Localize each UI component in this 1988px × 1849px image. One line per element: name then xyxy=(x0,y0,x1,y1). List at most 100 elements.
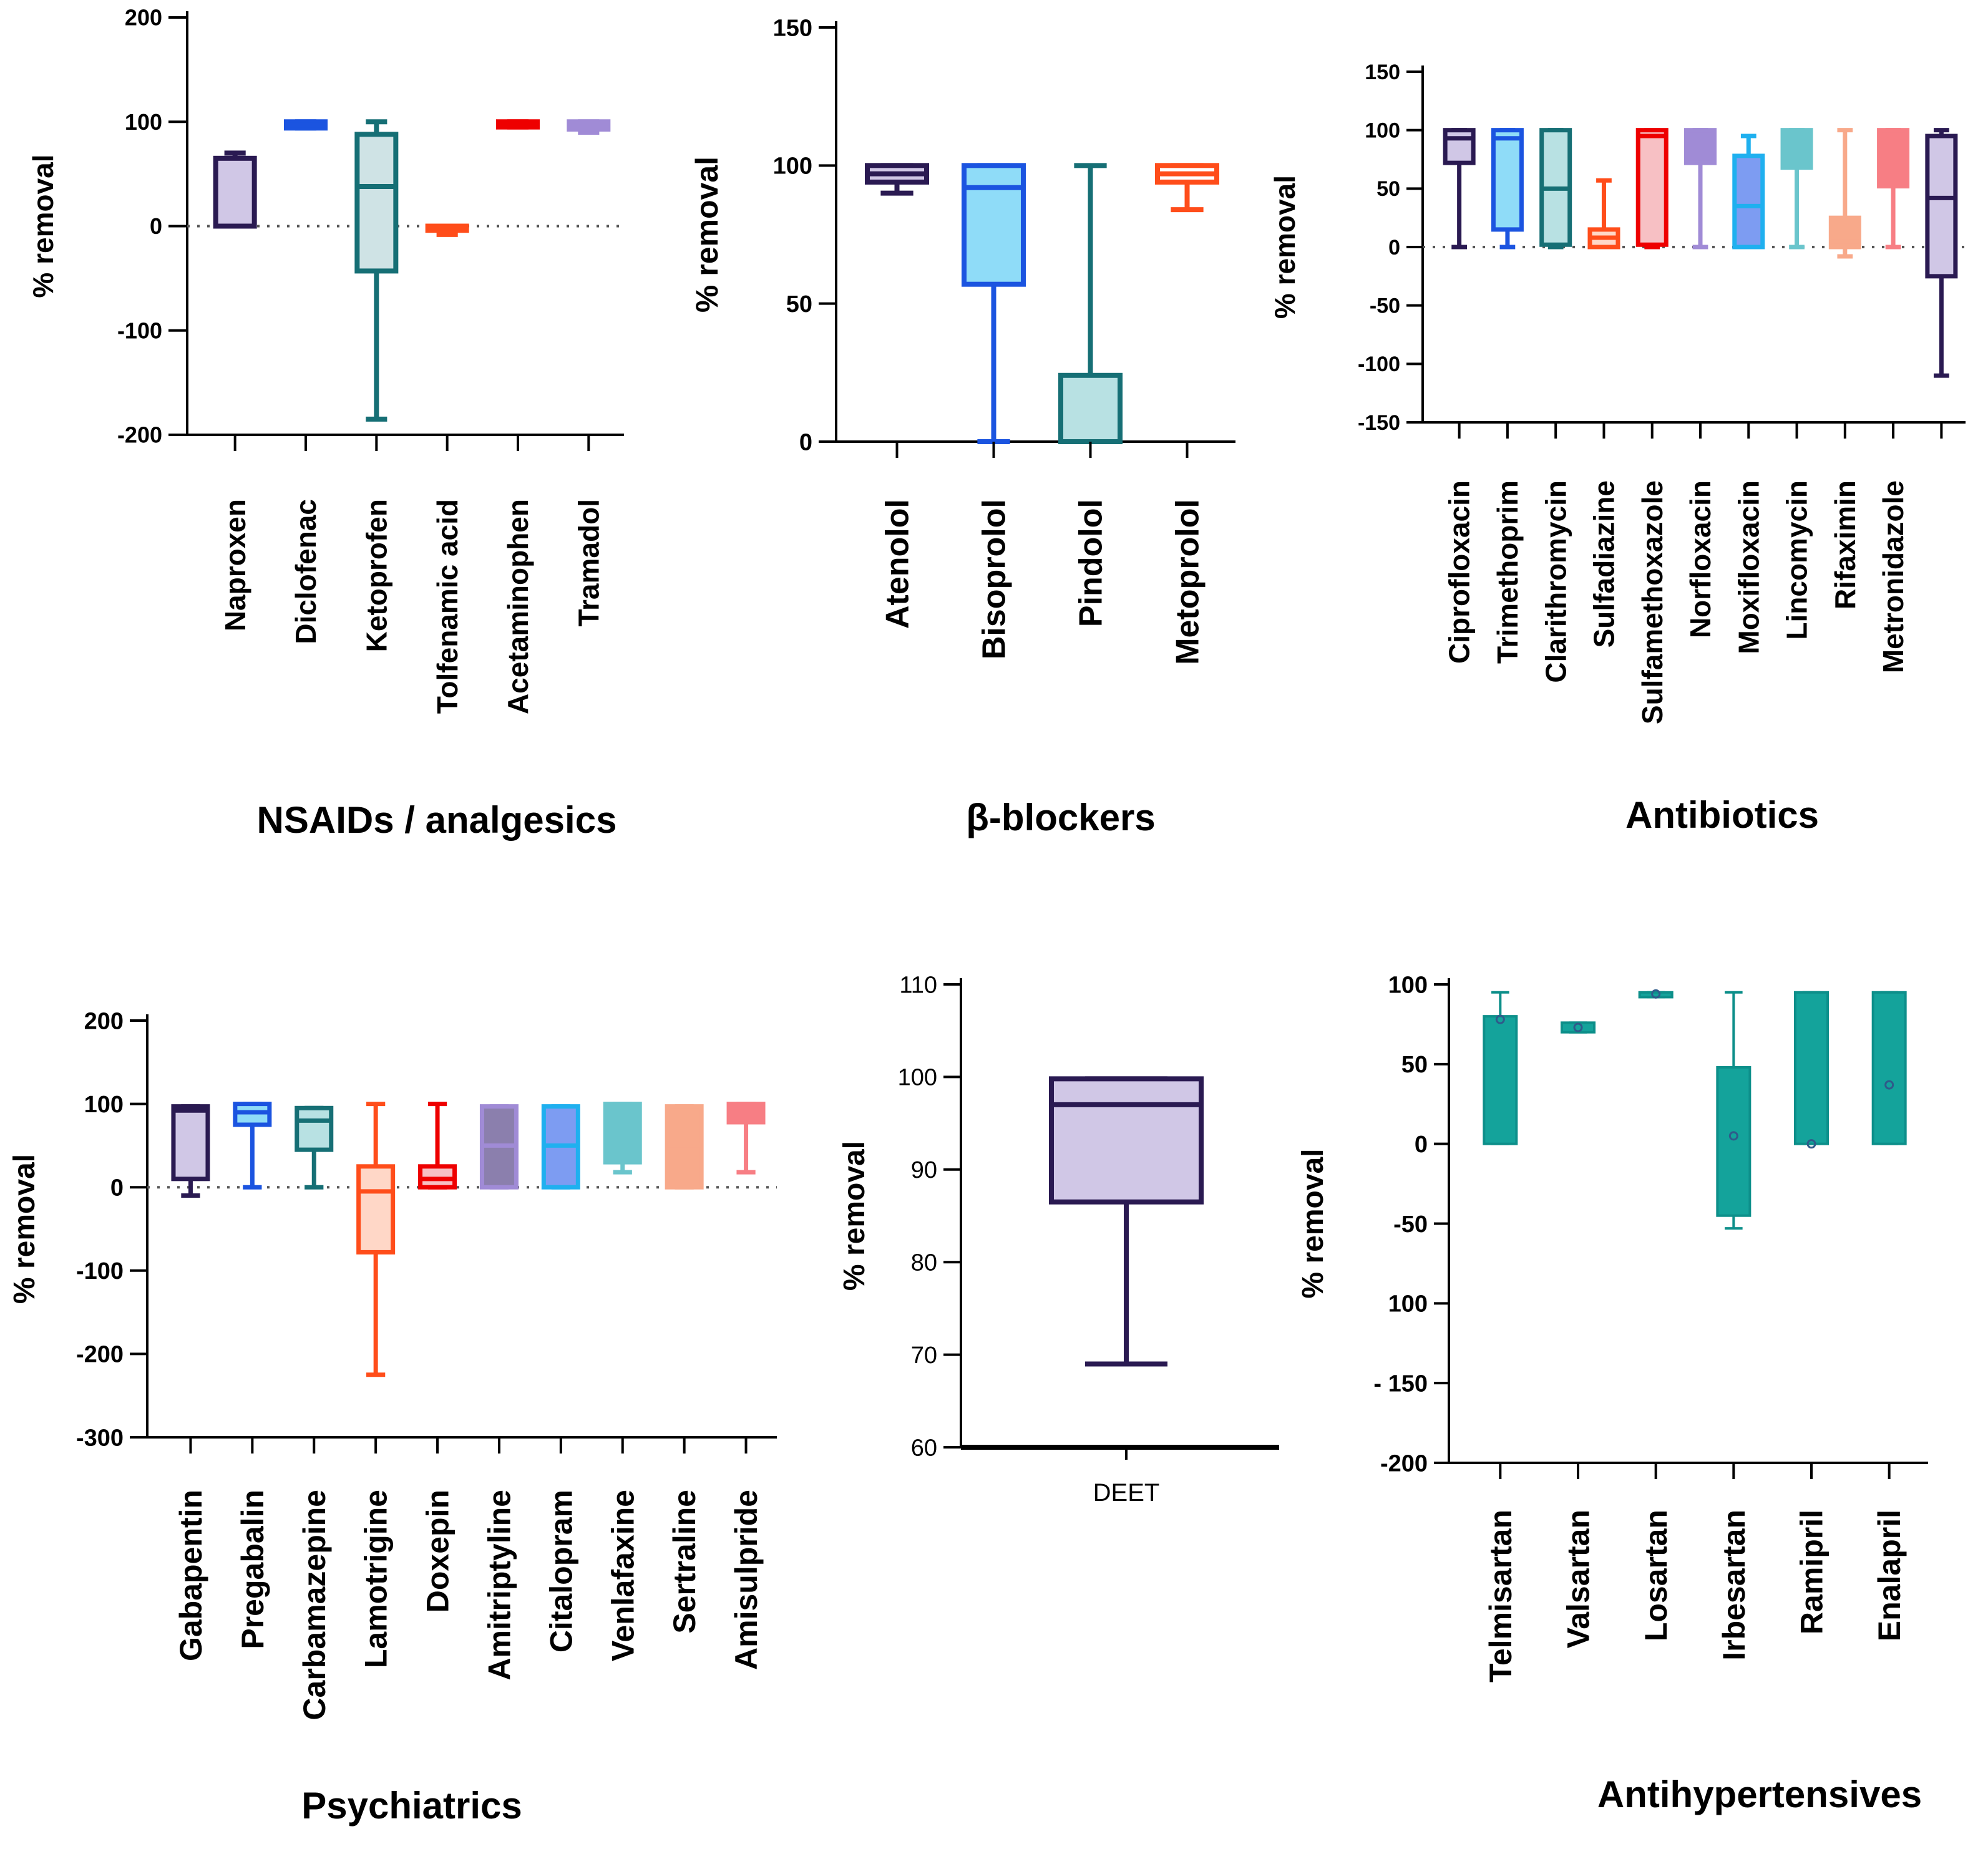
y-axis-label: % removal xyxy=(689,157,724,313)
box-trimethoprim xyxy=(1491,128,1524,232)
x-tick-label-diclofenac: Diclofenac xyxy=(290,499,322,644)
x-tick-label-valsartan: Valsartan xyxy=(1561,1510,1596,1648)
x-tick-label-doxepin: Doxepin xyxy=(421,1490,456,1613)
box-losartan xyxy=(1638,991,1674,999)
y-tick-label: 150 xyxy=(773,15,812,41)
box-valsartan-median-marker xyxy=(1573,1022,1583,1032)
chart-nsaids: 200 100 0 -100 -200 % removal Naproxen Diclofen… xyxy=(0,0,661,848)
y-axis-label: % removal xyxy=(27,154,59,298)
x-tick-label-ciprofloxacin: Ciprofloxacin xyxy=(1443,480,1476,664)
x-tick-label-sulfamethoxazole: Sulfamethoxazole xyxy=(1636,480,1669,724)
x-tick-label-pindolol: Pindolol xyxy=(1073,499,1109,627)
box-ramipril-median-marker xyxy=(1806,1139,1816,1149)
y-axis-label: % removal xyxy=(1297,1148,1330,1298)
box-telmisartan-median-marker xyxy=(1495,1014,1505,1024)
x-tick-label-sulfadiazine: Sulfadiazine xyxy=(1588,480,1620,648)
box-lamotrigine xyxy=(356,1164,396,1255)
x-tick-label-clarithromycin: Clarithromycin xyxy=(1539,480,1572,683)
group-title-nsaids: NSAIDs / analgesics xyxy=(256,799,617,841)
y-tick-label: 0 xyxy=(1388,236,1400,260)
chart-deet: 110 100 90 80 70 60 % removal DEET xyxy=(811,898,1310,1849)
y-tick-label: 0 xyxy=(110,1175,124,1201)
y-tick-label: 50 xyxy=(1376,177,1400,201)
y-tick-label: 0 xyxy=(150,213,162,239)
y-tick-label: 100 xyxy=(125,109,162,135)
y-axis-label: % removal xyxy=(1269,175,1301,319)
x-tick-label-carbamazepine: Carbamazepine xyxy=(297,1490,332,1720)
x-tick-label-enalapril: Enalapril xyxy=(1872,1510,1907,1641)
x-tick-label-atenolol: Atenolol xyxy=(880,499,916,629)
box-ramipril xyxy=(1794,991,1829,1145)
y-tick-label: -100 xyxy=(117,318,162,343)
y-tick-label: 100 xyxy=(1365,119,1400,143)
y-tick-label: -100 xyxy=(1358,352,1400,376)
box-metronidazole xyxy=(1877,128,1910,189)
y-tick-label: -200 xyxy=(1380,1450,1428,1477)
y-tick-label: 100 xyxy=(773,153,812,180)
x-tick-label-irbesartan: Irbesartan xyxy=(1717,1510,1752,1661)
y-axis-label: % removal xyxy=(8,1154,41,1304)
x-tick-label-pregabalin: Pregabalin xyxy=(235,1490,270,1649)
y-tick-label: 100 xyxy=(84,1092,124,1118)
y-tick-label: -50 xyxy=(1370,294,1400,318)
chart-antihypertensives: 100 50 0 -50 100 - 150 -200 % removal Telmisarta… xyxy=(1285,898,1988,1849)
box-enalapril xyxy=(1871,991,1907,1145)
box-deet xyxy=(1049,1076,1204,1205)
x-tick-label-acetaminophen: Acetaminophen xyxy=(502,499,534,714)
x-tick-label-ketoprofen: Ketoprofen xyxy=(360,499,392,652)
box-venlafaxine xyxy=(603,1102,642,1165)
chart-psychiatrics: 200 100 0 -100 -200 -300 % removal Gabapentin Pr… xyxy=(0,898,811,1849)
box-ketoprofen xyxy=(354,132,399,274)
y-tick-label: 100 xyxy=(1388,1291,1428,1318)
box-losartan-median-marker xyxy=(1651,989,1661,999)
y-tick-label: 100 xyxy=(898,1065,937,1091)
box-sulfamethoxazole xyxy=(1635,128,1669,247)
y-tick-label: 0 xyxy=(799,429,812,455)
x-tick-label-citalopram: Citalopram xyxy=(543,1490,578,1652)
y-tick-label: 80 xyxy=(911,1250,937,1276)
y-tick-label: -200 xyxy=(117,422,162,448)
chart-nsaids-svg: 200 100 0 -100 -200 % removal Naproxen Diclofen… xyxy=(27,5,624,714)
x-tick-label-naproxen: Naproxen xyxy=(219,499,251,631)
x-tick-label-metoprolol: Metoprolol xyxy=(1170,499,1206,665)
y-tick-label: 90 xyxy=(911,1157,937,1183)
chart-psychiatrics-svg: 200 100 0 -100 -200 -300 % removal Gabapentin Pr… xyxy=(8,1008,777,1720)
x-tick-label-losartan: Losartan xyxy=(1639,1510,1674,1641)
x-tick-label-bisoprolol: Bisoprolol xyxy=(977,499,1013,659)
box-irbesartan-median-marker xyxy=(1728,1131,1738,1141)
x-tick-label-moxifloxacin: Moxifloxacin xyxy=(1732,480,1765,654)
box-carbamazepine xyxy=(295,1105,334,1152)
x-tick-label-ramipril: Ramipril xyxy=(1795,1510,1830,1634)
chart-antihypertensives-svg: 100 50 0 -50 100 - 150 -200 % removal Telmisarta… xyxy=(1297,972,1928,1682)
x-tick-label-trimethoprim: Trimethoprim xyxy=(1491,480,1524,664)
y-tick-label: 0 xyxy=(1415,1132,1428,1158)
y-tick-label: 60 xyxy=(911,1435,937,1461)
box-pindolol xyxy=(1058,372,1123,445)
x-tick-label-amisulpride: Amisulpride xyxy=(729,1490,764,1670)
chart-beta-blockers-svg: 150 100 50 0 % removal Atenolol Bisoprolol Pind… xyxy=(689,15,1235,665)
y-tick-label: - 150 xyxy=(1373,1371,1428,1397)
chart-deet-svg: 110 100 90 80 70 60 % removal DEET xyxy=(838,972,1279,1507)
x-tick-label-lincomycin: Lincomycin xyxy=(1781,480,1813,640)
box-moxifloxacin xyxy=(1732,153,1765,250)
box-ciprofloxacin xyxy=(1443,128,1476,165)
box-gabapentin xyxy=(171,1104,210,1182)
x-tick-label-venlafaxine: Venlafaxine xyxy=(605,1490,640,1661)
y-axis-label: % removal xyxy=(838,1141,871,1291)
x-tick-label-rifaximin: Rifaximin xyxy=(1829,480,1861,609)
y-tick-label: 200 xyxy=(84,1008,124,1034)
box-bisoprolol xyxy=(962,163,1026,287)
y-tick-label: -50 xyxy=(1393,1211,1428,1238)
x-tick-label-tolfenamic-acid: Tolfenamic acid xyxy=(431,499,464,714)
box-metronidazole xyxy=(1925,133,1958,279)
y-tick-label: -100 xyxy=(76,1258,124,1284)
x-tick-label-sertraline: Sertraline xyxy=(667,1490,702,1634)
y-tick-label: 110 xyxy=(899,972,937,998)
y-tick-label: 70 xyxy=(911,1342,937,1369)
x-tick-label-amitriptyline: Amitriptyline xyxy=(482,1490,517,1681)
group-title-beta-blockers: β-blockers xyxy=(966,797,1156,838)
y-tick-label: -300 xyxy=(76,1425,124,1451)
x-tick-label-norfloxacin: Norfloxacin xyxy=(1684,480,1717,638)
box-enalapril-median-marker xyxy=(1884,1080,1894,1090)
y-tick-label: 150 xyxy=(1365,61,1400,84)
